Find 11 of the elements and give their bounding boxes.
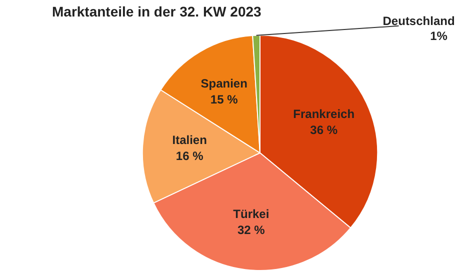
slice-label: Türkei (233, 207, 270, 222)
data-label: 16 % (176, 148, 204, 163)
slice-label: Spanien (200, 76, 248, 90)
chart-title: Marktanteile in der 32. KW 2023 (52, 3, 262, 20)
slice-label: Frankreich (293, 107, 355, 122)
data-label: 32 % (237, 223, 266, 238)
slice-label: Deutschland (382, 14, 455, 28)
data-label: 36 % (310, 123, 338, 138)
data-label: 15 % (210, 92, 238, 106)
data-label: 1% (430, 29, 448, 44)
slice-label: Italien (172, 132, 207, 147)
